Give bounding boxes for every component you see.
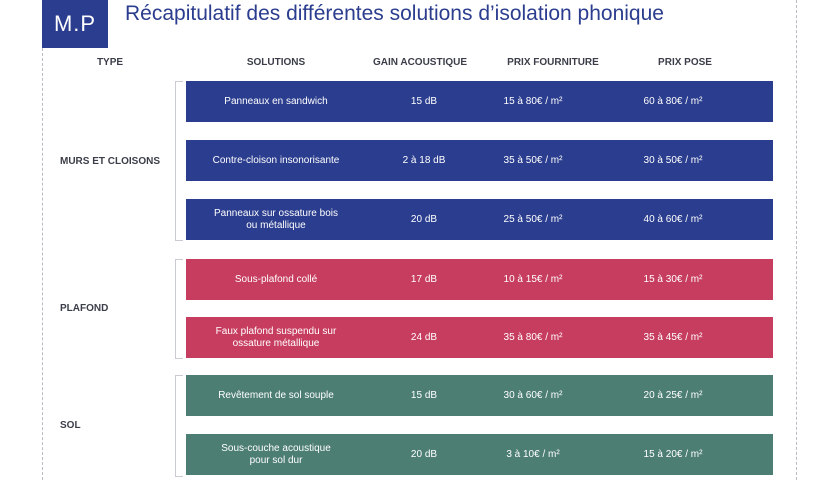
cell-solution: Sous-plafond collé: [234, 273, 318, 285]
group-label-murs: MURS ET CLOISONS: [60, 156, 161, 167]
table-row: Faux plafond suspendu sur ossature métall…: [186, 317, 773, 358]
group-bracket-murs: [175, 81, 183, 241]
logo: M.P: [42, 0, 108, 48]
cell-solution: Panneaux en sandwich: [224, 95, 328, 107]
cell-prix-fourniture: 25 à 50€ / m²: [503, 213, 563, 225]
cell-gain: 20 dB: [410, 213, 438, 225]
cell-gain: 17 dB: [410, 273, 438, 285]
cell-prix-pose: 35 à 45€ / m²: [643, 331, 703, 343]
table-row: Panneaux sur ossature bois ou métallique …: [186, 199, 773, 240]
header-type: TYPE: [96, 57, 124, 68]
cell-solution: Contre-cloison insonorisante: [212, 154, 340, 166]
cell-solution: Panneaux sur ossature bois ou métallique: [214, 207, 338, 231]
cell-prix-fourniture: 30 à 60€ / m²: [503, 389, 563, 401]
page-title: Récapitulatif des différentes solutions …: [125, 2, 664, 25]
group-label-plafond: PLAFOND: [60, 303, 109, 314]
table-row: Panneaux en sandwich 15 dB 15 à 80€ / m²…: [186, 81, 773, 122]
dashed-frame-left: [42, 48, 43, 480]
cell-prix-pose: 15 à 20€ / m²: [643, 448, 703, 460]
cell-gain: 15 dB: [410, 95, 438, 107]
cell-prix-pose: 40 à 60€ / m²: [643, 213, 703, 225]
cell-prix-pose: 60 à 80€ / m²: [643, 95, 703, 107]
cell-prix-fourniture: 3 à 10€ / m²: [506, 448, 560, 460]
cell-prix-pose: 15 à 30€ / m²: [643, 273, 703, 285]
cell-prix-pose: 20 à 25€ / m²: [643, 389, 703, 401]
cell-solution: Revêtement de sol souple: [218, 389, 334, 401]
table-row: Sous-couche acoustique pour sol dur 20 dB…: [186, 434, 773, 475]
cell-prix-fourniture: 10 à 15€ / m²: [503, 273, 563, 285]
cell-prix-fourniture: 35 à 80€ / m²: [503, 331, 563, 343]
cell-gain: 20 dB: [410, 448, 438, 460]
cell-gain: 15 dB: [410, 389, 438, 401]
cell-gain: 24 dB: [410, 331, 438, 343]
cell-prix-pose: 30 à 50€ / m²: [643, 154, 703, 166]
cell-solution: Sous-couche acoustique pour sol dur: [221, 442, 331, 466]
cell-prix-fourniture: 35 à 50€ / m²: [503, 154, 563, 166]
header-prix-pose: PRIX POSE: [658, 57, 712, 68]
table-row: Contre-cloison insonorisante 2 à 18 dB 3…: [186, 140, 773, 181]
dashed-frame-right: [796, 0, 797, 480]
table-row: Sous-plafond collé 17 dB 10 à 15€ / m² 1…: [186, 259, 773, 300]
group-label-sol: SOL: [60, 420, 81, 431]
table-row: Revêtement de sol souple 15 dB 30 à 60€ …: [186, 375, 773, 416]
cell-prix-fourniture: 15 à 80€ / m²: [503, 95, 563, 107]
cell-solution: Faux plafond suspendu sur ossature métall…: [215, 325, 337, 349]
header-prix-fourniture: PRIX FOURNITURE: [507, 57, 599, 68]
group-bracket-sol: [175, 375, 183, 477]
header-solutions: SOLUTIONS: [246, 57, 306, 68]
header-gain: GAIN ACOUSTIQUE: [372, 57, 468, 68]
group-bracket-plafond: [175, 259, 183, 359]
cell-gain: 2 à 18 dB: [402, 154, 446, 166]
